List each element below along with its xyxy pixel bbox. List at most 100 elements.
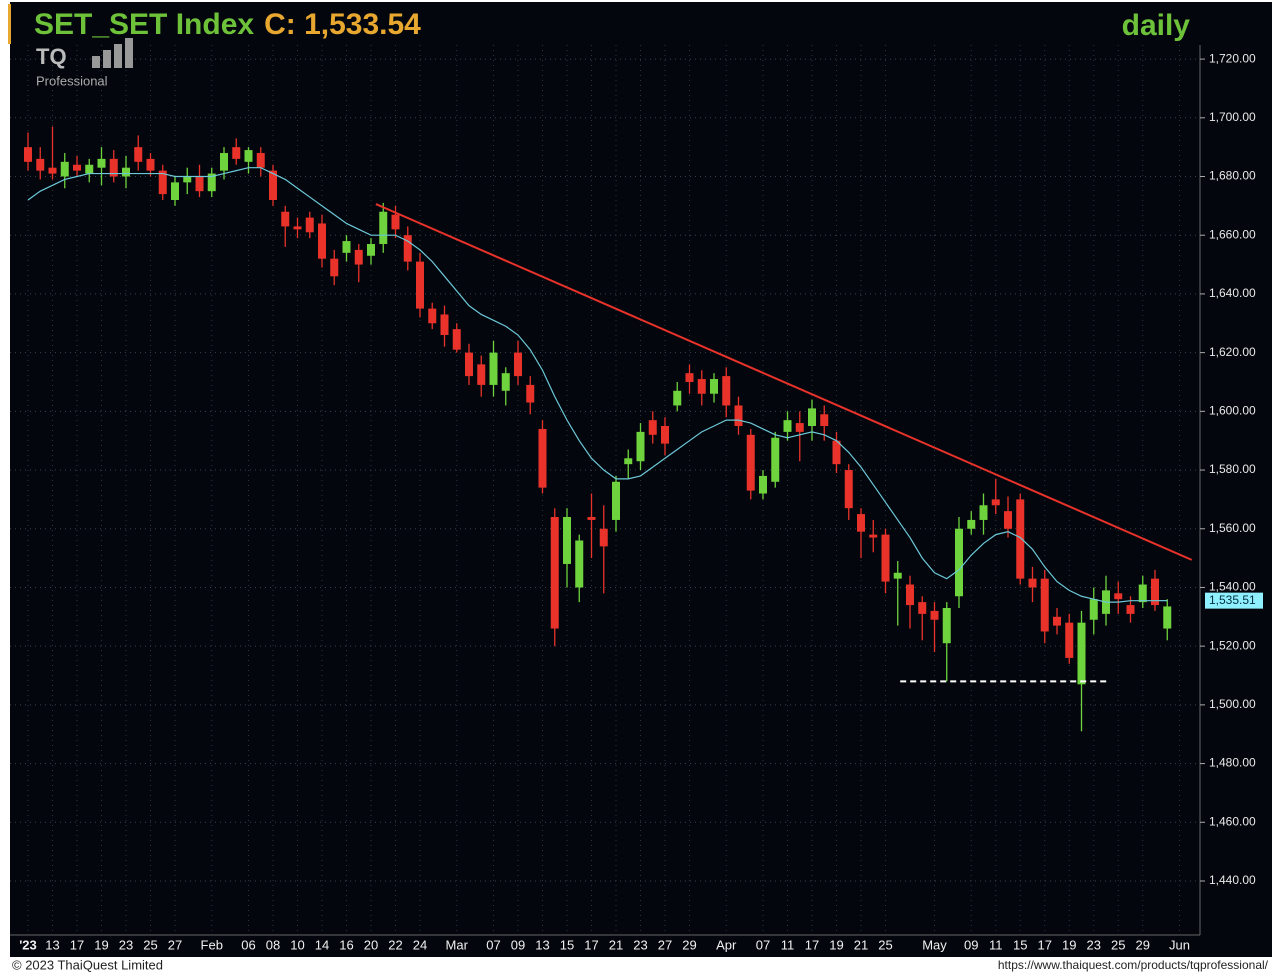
candle-body (1016, 499, 1025, 579)
y-tick-label: 1,560.00 (1209, 521, 1256, 535)
y-tick-label: 1,600.00 (1209, 404, 1256, 418)
candle-body (60, 161, 69, 177)
x-tick-label: 10 (290, 937, 304, 952)
candle-body (673, 390, 682, 406)
candle-body (158, 170, 167, 195)
candle-body (955, 528, 963, 597)
x-tick-label: 11 (989, 937, 1003, 952)
x-tick-label: Apr (716, 937, 737, 952)
y-tick-label: 1,540.00 (1209, 580, 1256, 594)
x-tick-label: Jun (1169, 937, 1190, 952)
candle-body (808, 408, 816, 427)
candle-body (256, 153, 265, 168)
candle-body (109, 158, 118, 177)
candle-body (73, 164, 81, 171)
candle-body (930, 610, 939, 620)
x-tick-label: 07 (486, 937, 500, 952)
candle-body (612, 481, 620, 520)
candle-body (942, 608, 951, 644)
title-close: C: 1,533.54 (264, 8, 421, 41)
candle-body (1114, 593, 1123, 600)
x-tick-label: 23 (119, 937, 133, 952)
candle-body (24, 147, 32, 162)
candle-body (183, 176, 192, 183)
candle-body (820, 414, 829, 427)
candle-body (244, 150, 253, 162)
x-tick-label: 25 (143, 937, 157, 952)
candle-body (379, 211, 388, 245)
x-tick-label: 29 (1136, 937, 1150, 952)
candle-body (1040, 578, 1049, 632)
candle-body (624, 458, 633, 465)
candle-body (354, 249, 363, 265)
x-tick-label: Feb (201, 937, 223, 952)
x-tick-label: 09 (511, 937, 525, 952)
labels: 1,440.00 1,460.00 1,480.00 1,500.00 1,520.00… (19, 51, 1263, 952)
x-tick-label: 15 (1013, 937, 1027, 952)
candle-body (795, 423, 804, 432)
candle-body (526, 384, 535, 403)
title-accent (8, 4, 11, 44)
x-tick-label: 14 (315, 937, 329, 952)
x-tick-label: 24 (413, 937, 427, 952)
x-tick-label: 09 (964, 937, 978, 952)
x-tick-label: 19 (1062, 937, 1076, 952)
y-tick-label: 1,680.00 (1209, 169, 1256, 183)
candle-body (575, 540, 584, 588)
y-tick-label: 1,720.00 (1209, 51, 1256, 65)
x-tick-label: 21 (609, 937, 623, 952)
candle-body (85, 164, 94, 174)
last-value-box (1205, 592, 1263, 609)
candle-body (1077, 622, 1086, 685)
candle-body (391, 214, 400, 230)
x-tick-label: 17 (70, 937, 84, 952)
copyright: © 2023 ThaiQuest Limited (12, 957, 163, 972)
candle-body (134, 147, 143, 162)
x-tick-label: 25 (1111, 937, 1125, 952)
candle-body (514, 352, 522, 377)
candle-body (269, 170, 277, 200)
y-tick-label: 1,700.00 (1209, 110, 1256, 124)
candle-body (416, 261, 424, 309)
candle-body (367, 244, 375, 256)
candle-body (501, 373, 510, 391)
candle-body (636, 431, 645, 462)
candle-body (881, 534, 890, 582)
y-tick-label: 1,500.00 (1209, 697, 1256, 711)
x-tick-label: 16 (339, 937, 353, 952)
x-tick-label: 11 (781, 937, 795, 952)
candle-body (1163, 606, 1172, 629)
candle-body (869, 534, 878, 538)
candle-body (734, 405, 743, 427)
trendline (375, 203, 1193, 561)
candle-body (318, 223, 326, 259)
y-tick-label: 1,640.00 (1209, 286, 1256, 300)
candle-body (1126, 605, 1135, 614)
x-tick-label: 25 (878, 937, 892, 952)
candle-body (1138, 584, 1147, 603)
candle-body (440, 314, 449, 336)
moving-average (27, 167, 1168, 603)
candle-body (36, 158, 45, 171)
x-tick-label: 07 (756, 937, 770, 952)
candle-body (122, 167, 130, 177)
grid (10, 45, 1205, 935)
candle-body (465, 352, 473, 377)
logo-mark: TQ (36, 44, 67, 69)
candle-body (195, 176, 204, 192)
y-tick-label: 1,520.00 (1209, 638, 1256, 652)
candle-body (1151, 578, 1159, 606)
x-tick-label: 06 (241, 937, 255, 952)
candle-body (722, 376, 731, 406)
candle-body (967, 519, 976, 529)
candle-body (832, 440, 841, 465)
title-symbol: SET_SET Index (34, 8, 254, 41)
y-tick-label: 1,580.00 (1209, 462, 1256, 476)
candle-body (697, 379, 706, 394)
logo-sub: Professional (36, 73, 108, 88)
candle-body (1065, 622, 1074, 658)
period: daily (1122, 9, 1191, 42)
candle-body (599, 528, 608, 547)
candle-body (146, 158, 155, 171)
